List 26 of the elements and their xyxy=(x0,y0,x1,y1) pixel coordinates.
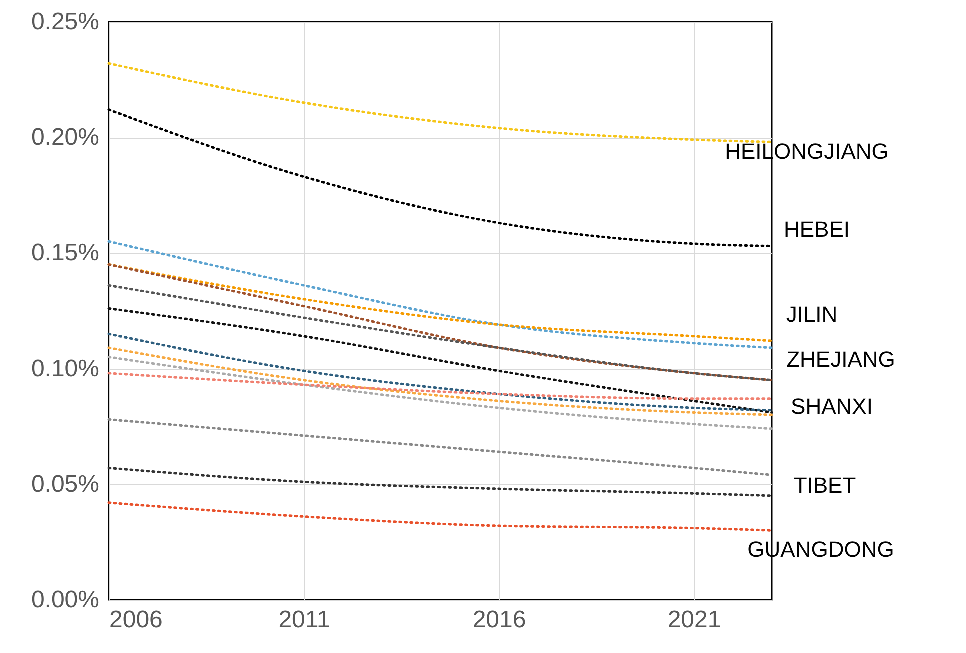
y-tick-label: 0.00% xyxy=(31,586,100,614)
line-series xyxy=(108,372,774,400)
y-tick-label: 0.05% xyxy=(31,470,100,498)
line-series xyxy=(108,284,774,382)
line-series xyxy=(108,502,774,532)
y-tick-label: 0.25% xyxy=(31,8,100,36)
x-tick-label: 2006 xyxy=(110,606,163,634)
line-series xyxy=(108,332,774,412)
text: HEBEI xyxy=(784,217,850,242)
text: JILIN xyxy=(786,302,838,327)
line-series xyxy=(108,264,774,382)
y-tick-label: 0.20% xyxy=(31,124,100,152)
line-series xyxy=(108,346,774,416)
text: SHANXI xyxy=(791,394,873,419)
line-series xyxy=(108,466,774,498)
text: ZHEJIANG xyxy=(786,347,896,372)
y-tick-label: 0.10% xyxy=(31,355,100,382)
text: TIBET xyxy=(794,473,856,498)
line-series xyxy=(108,307,774,414)
y-tick-label: 0.15% xyxy=(31,240,100,267)
line-series xyxy=(108,240,774,350)
x-tick-label: 2021 xyxy=(668,606,722,634)
x-tick-label: 2011 xyxy=(278,606,330,634)
line-series xyxy=(108,62,774,144)
x-tick-label: 2016 xyxy=(472,606,526,634)
line-series xyxy=(108,356,774,430)
